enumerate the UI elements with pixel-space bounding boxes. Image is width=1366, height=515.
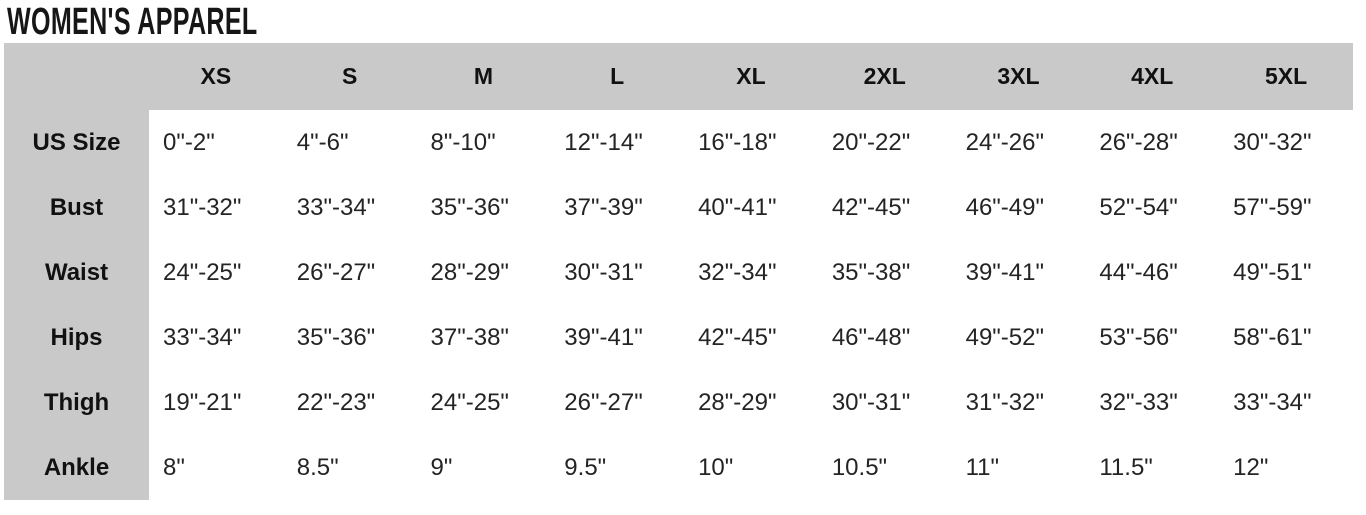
row-label: Ankle: [4, 435, 149, 500]
size-cell: 11.5": [1085, 435, 1220, 500]
size-cell: 57"-59": [1219, 175, 1353, 240]
table-row-hips: Hips 33"-34" 35"-36" 37"-38" 39"-41" 42"…: [4, 305, 1353, 370]
page-title: WOMEN'S APPAREL: [7, 1, 258, 43]
column-header-m: M: [416, 43, 551, 110]
size-cell: 9": [416, 435, 551, 500]
size-cell: 8"-10": [416, 110, 551, 175]
size-cell: 30"-31": [550, 240, 685, 305]
size-cell: 42"-45": [684, 305, 818, 370]
column-header-2xl: 2XL: [817, 43, 952, 110]
column-header-xl: XL: [684, 43, 818, 110]
size-cell: 35"-38": [817, 240, 952, 305]
size-cell: 19"-21": [149, 370, 283, 435]
size-cell: 40"-41": [684, 175, 818, 240]
column-header-5xl: 5XL: [1219, 43, 1353, 110]
column-header-3xl: 3XL: [951, 43, 1086, 110]
size-cell: 53"-56": [1085, 305, 1220, 370]
size-cell: 24"-25": [416, 370, 551, 435]
size-cell: 31"-32": [149, 175, 283, 240]
size-cell: 8": [149, 435, 283, 500]
size-cell: 35"-36": [416, 175, 551, 240]
size-chart-table: XS S M L XL 2XL 3XL 4XL 5XL US Size 0"-2…: [4, 43, 1353, 500]
size-cell: 20"-22": [817, 110, 952, 175]
size-cell: 46"-48": [817, 305, 952, 370]
column-header-4xl: 4XL: [1085, 43, 1220, 110]
size-cell: 33"-34": [149, 305, 283, 370]
size-cell: 32"-33": [1085, 370, 1220, 435]
table-row-thigh: Thigh 19"-21" 22"-23" 24"-25" 26"-27" 28…: [4, 370, 1353, 435]
size-cell: 58"-61": [1219, 305, 1353, 370]
size-cell: 8.5": [282, 435, 417, 500]
size-cell: 30"-31": [817, 370, 952, 435]
size-cell: 26"-27": [282, 240, 417, 305]
row-label: US Size: [4, 110, 149, 175]
column-header-xs: XS: [149, 43, 283, 110]
corner-cell: [4, 43, 149, 110]
size-cell: 30"-32": [1219, 110, 1353, 175]
size-cell: 16"-18": [684, 110, 818, 175]
size-cell: 12": [1219, 435, 1353, 500]
size-cell: 0"-2": [149, 110, 283, 175]
size-cell: 49"-52": [951, 305, 1086, 370]
size-cell: 37"-39": [550, 175, 685, 240]
column-header-l: L: [550, 43, 685, 110]
size-cell: 26"-28": [1085, 110, 1220, 175]
size-cell: 44"-46": [1085, 240, 1220, 305]
size-cell: 24"-26": [951, 110, 1086, 175]
size-cell: 24"-25": [149, 240, 283, 305]
table-header-row: XS S M L XL 2XL 3XL 4XL 5XL: [4, 43, 1353, 110]
size-cell: 28"-29": [684, 370, 818, 435]
table-row-bust: Bust 31"-32" 33"-34" 35"-36" 37"-39" 40"…: [4, 175, 1353, 240]
size-cell: 22"-23": [282, 370, 417, 435]
size-cell: 33"-34": [1219, 370, 1353, 435]
size-cell: 28"-29": [416, 240, 551, 305]
size-cell: 31"-32": [951, 370, 1086, 435]
row-label: Bust: [4, 175, 149, 240]
size-cell: 11": [951, 435, 1086, 500]
size-cell: 35"-36": [282, 305, 417, 370]
table-row-waist: Waist 24"-25" 26"-27" 28"-29" 30"-31" 32…: [4, 240, 1353, 305]
size-cell: 39"-41": [951, 240, 1086, 305]
column-header-s: S: [282, 43, 417, 110]
table-row-ankle: Ankle 8" 8.5" 9" 9.5" 10" 10.5" 11" 11.5…: [4, 435, 1353, 500]
size-cell: 9.5": [550, 435, 685, 500]
row-label: Waist: [4, 240, 149, 305]
row-label: Thigh: [4, 370, 149, 435]
size-cell: 37"-38": [416, 305, 551, 370]
size-cell: 46"-49": [951, 175, 1086, 240]
size-cell: 12"-14": [550, 110, 685, 175]
size-cell: 32"-34": [684, 240, 818, 305]
size-cell: 39"-41": [550, 305, 685, 370]
size-cell: 52"-54": [1085, 175, 1220, 240]
size-cell: 42"-45": [817, 175, 952, 240]
size-cell: 49"-51": [1219, 240, 1353, 305]
size-cell: 26"-27": [550, 370, 685, 435]
table-row-us-size: US Size 0"-2" 4"-6" 8"-10" 12"-14" 16"-1…: [4, 110, 1353, 175]
size-cell: 4"-6": [282, 110, 417, 175]
size-cell: 10": [684, 435, 818, 500]
size-cell: 10.5": [817, 435, 952, 500]
size-cell: 33"-34": [282, 175, 417, 240]
row-label: Hips: [4, 305, 149, 370]
